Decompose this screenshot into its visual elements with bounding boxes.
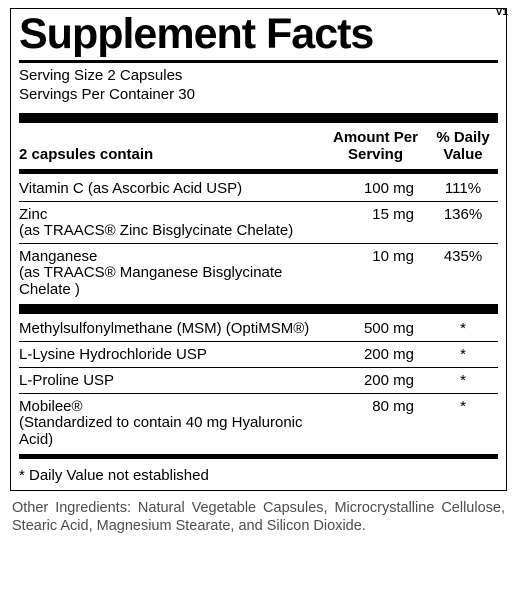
nutrient-name: Mobilee®(Standardized to contain 40 mg H…	[19, 398, 323, 448]
nutrient-amount: 100 mg	[323, 180, 428, 197]
rule	[19, 454, 498, 459]
nutrient-subnote: (as TRAACS® Zinc Bisglycinate Chelate)	[19, 223, 323, 240]
rule	[19, 243, 498, 244]
rule	[19, 169, 498, 174]
version-label: V1	[496, 7, 508, 18]
nutrient-group-1: Vitamin C (as Ascorbic Acid USP)100 mg11…	[19, 178, 498, 301]
rule	[19, 60, 498, 63]
table-row: Methylsulfonylmethane (MSM) (OptiMSM®)50…	[19, 318, 498, 339]
nutrient-amount: 200 mg	[323, 372, 428, 389]
table-row: Zinc(as TRAACS® Zinc Bisglycinate Chelat…	[19, 204, 498, 242]
nutrient-name: Vitamin C (as Ascorbic Acid USP)	[19, 180, 323, 197]
nutrient-name: Methylsulfonylmethane (MSM) (OptiMSM®)	[19, 320, 323, 337]
table-row: Vitamin C (as Ascorbic Acid USP)100 mg11…	[19, 178, 498, 199]
nutrient-subnote: (as TRAACS® Manganese Bisglycinate Chela…	[19, 265, 323, 298]
nutrient-name-text: Vitamin C (as Ascorbic Acid USP)	[19, 180, 323, 197]
nutrient-amount: 10 mg	[323, 248, 428, 265]
rule	[19, 201, 498, 202]
nutrient-dv: 435%	[428, 248, 498, 265]
nutrient-name-text: Zinc	[19, 206, 323, 223]
nutrient-amount: 15 mg	[323, 206, 428, 223]
panel-title: Supplement Facts	[19, 13, 498, 58]
col-header-dv: % Daily Value	[428, 129, 498, 163]
table-row: Manganese(as TRAACS® Manganese Bisglycin…	[19, 246, 498, 300]
rule	[19, 304, 498, 314]
nutrient-group-2: Methylsulfonylmethane (MSM) (OptiMSM®)50…	[19, 318, 498, 450]
nutrient-name-text: Manganese	[19, 248, 323, 265]
col-header-amount: Amount Per Serving	[323, 129, 428, 163]
serving-block: Serving Size 2 Capsules Servings Per Con…	[19, 65, 498, 109]
nutrient-dv: *	[428, 398, 498, 415]
table-row: L-Lysine Hydrochloride USP200 mg*	[19, 344, 498, 365]
rule	[19, 367, 498, 368]
nutrient-name: Manganese(as TRAACS® Manganese Bisglycin…	[19, 248, 323, 298]
nutrient-amount: 500 mg	[323, 320, 428, 337]
col-header-name: 2 capsules contain	[19, 146, 323, 163]
nutrient-name: L-Proline USP	[19, 372, 323, 389]
nutrient-name-text: Methylsulfonylmethane (MSM) (OptiMSM®)	[19, 320, 323, 337]
nutrient-amount: 200 mg	[323, 346, 428, 363]
rule	[19, 393, 498, 394]
nutrient-name-text: L-Lysine Hydrochloride USP	[19, 346, 323, 363]
nutrient-name: L-Lysine Hydrochloride USP	[19, 346, 323, 363]
nutrient-dv: *	[428, 372, 498, 389]
nutrient-dv: *	[428, 346, 498, 363]
supplement-facts-panel: V1 Supplement Facts Serving Size 2 Capsu…	[10, 8, 507, 491]
rule	[19, 341, 498, 342]
dv-footnote: * Daily Value not established	[19, 463, 498, 486]
rule	[19, 113, 498, 123]
other-ingredients: Other Ingredients: Natural Vegetable Cap…	[10, 491, 507, 535]
serving-size: Serving Size 2 Capsules	[19, 67, 498, 86]
nutrient-dv: 111%	[428, 180, 498, 197]
nutrient-name: Zinc(as TRAACS® Zinc Bisglycinate Chelat…	[19, 206, 323, 240]
table-row: Mobilee®(Standardized to contain 40 mg H…	[19, 396, 498, 450]
nutrient-name-text: Mobilee®	[19, 398, 323, 415]
nutrient-name-text: L-Proline USP	[19, 372, 323, 389]
servings-per-container: Servings Per Container 30	[19, 86, 498, 105]
table-header: 2 capsules contain Amount Per Serving % …	[19, 127, 498, 165]
nutrient-dv: *	[428, 320, 498, 337]
nutrient-amount: 80 mg	[323, 398, 428, 415]
nutrient-subnote: (Standardized to contain 40 mg Hyaluroni…	[19, 415, 323, 448]
table-row: L-Proline USP200 mg*	[19, 370, 498, 391]
nutrient-dv: 136%	[428, 206, 498, 223]
